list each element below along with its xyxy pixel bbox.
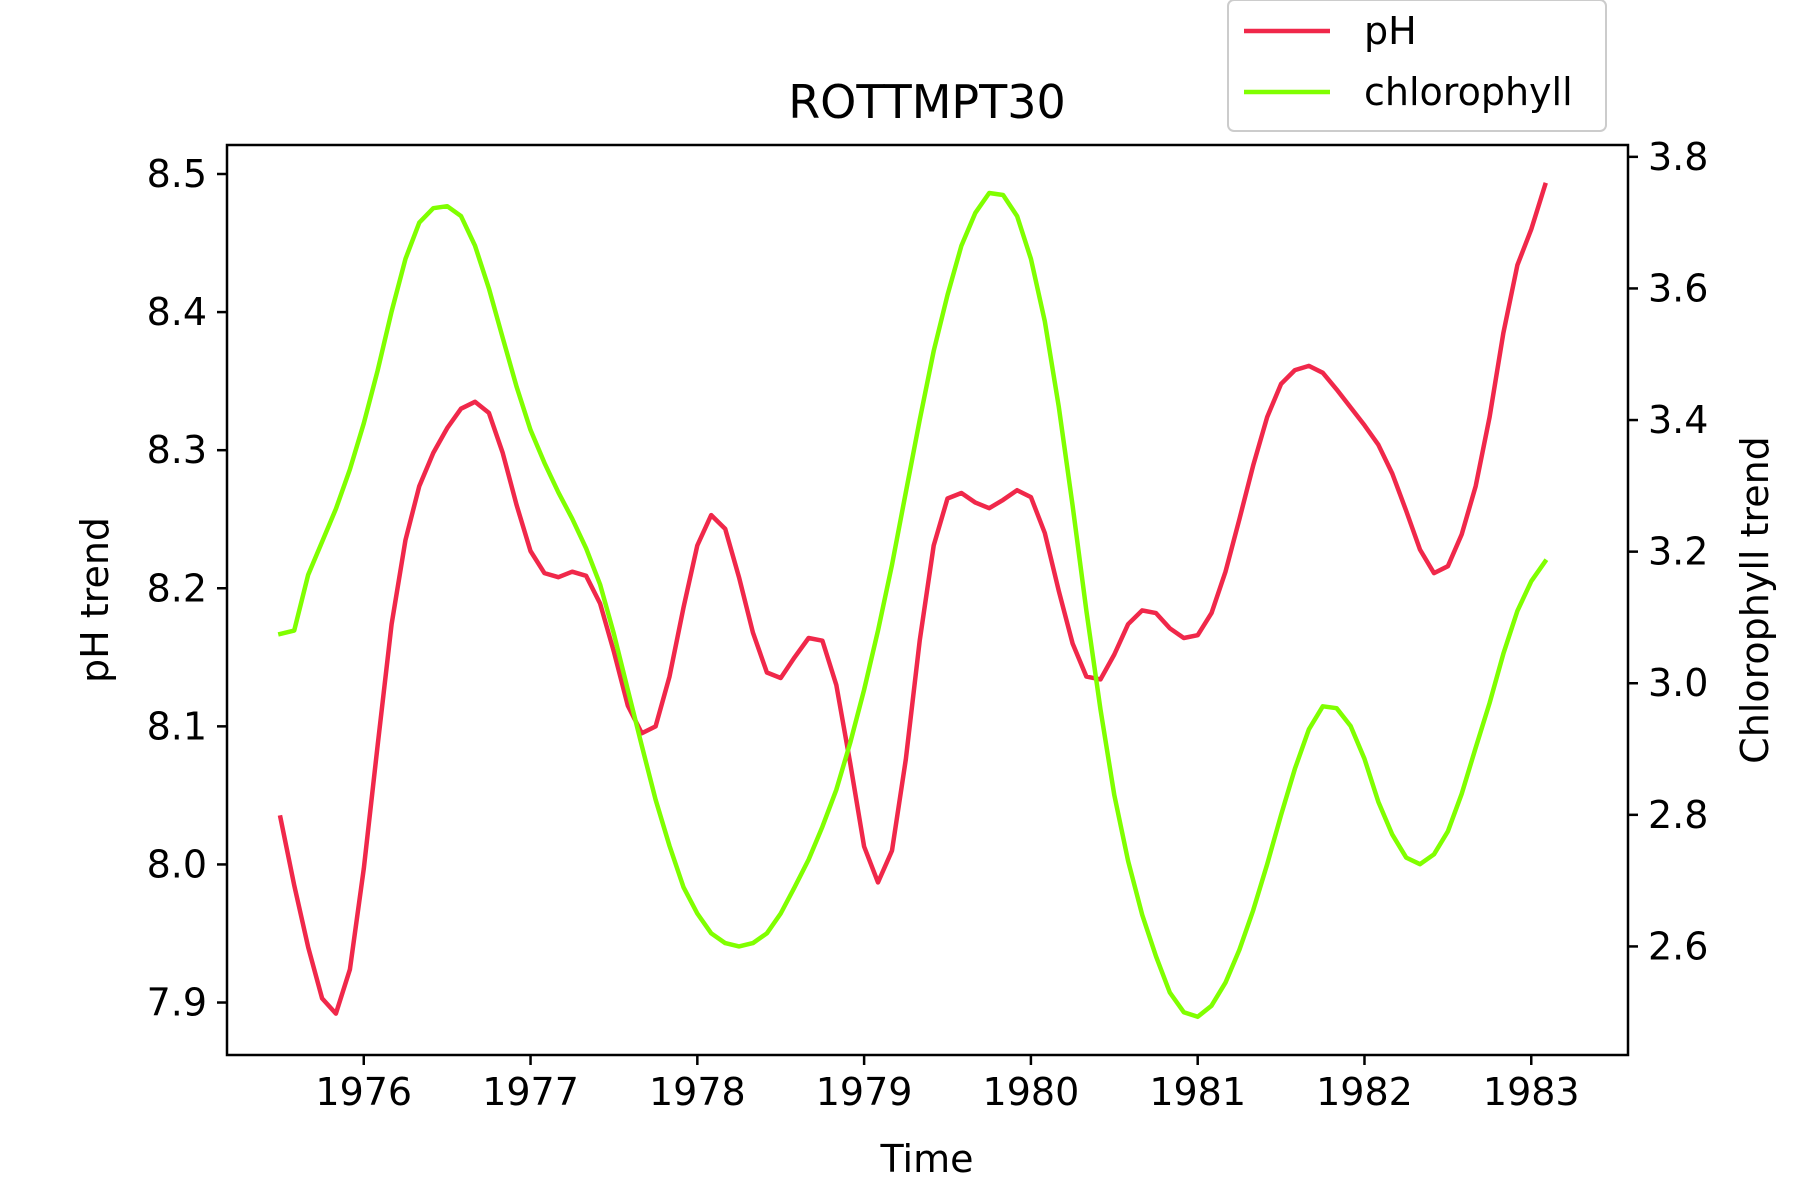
plot-frame xyxy=(225,143,1630,1057)
y-left-tick-label: 8.4 xyxy=(147,290,207,334)
y-axis-left-label: pH trend xyxy=(73,517,117,683)
x-axis-label: Time xyxy=(880,1137,974,1181)
y-right-tick-label: 2.6 xyxy=(1648,924,1708,968)
y-left-tick-label: 8.1 xyxy=(147,704,207,748)
y-right-tick-label: 3.2 xyxy=(1648,530,1708,574)
x-axis: 1976 1977 1978 1979 1980 1981 1982 1983 xyxy=(315,1055,1580,1114)
y-left-tick-label: 7.9 xyxy=(147,981,207,1025)
y-right-tick-label: 3.6 xyxy=(1648,266,1708,310)
y-right-tick-label: 2.8 xyxy=(1648,793,1708,837)
x-tick-label: 1976 xyxy=(315,1070,412,1114)
chart-title: ROTTMPT30 xyxy=(788,75,1066,129)
y-right-tick-label: 3.4 xyxy=(1648,398,1708,442)
y-axis-left: 7.9 8.0 8.1 8.2 8.3 8.4 8.5 xyxy=(147,152,227,1025)
legend: pH chlorophyll xyxy=(1227,0,1607,132)
y-right-tick-label: 3.0 xyxy=(1648,661,1708,705)
series-line-chlorophyll xyxy=(277,190,1549,1020)
y-left-tick-label: 8.2 xyxy=(147,566,207,610)
legend-label-chlorophyll: chlorophyll xyxy=(1364,70,1573,114)
x-tick-label: 1982 xyxy=(1316,1070,1413,1114)
x-tick-label: 1977 xyxy=(482,1070,579,1114)
y-left-tick-label: 8.5 xyxy=(147,152,207,196)
y-axis-right-label: Chlorophyll trend xyxy=(1733,436,1777,764)
y-axis-right: 2.6 2.8 3.0 3.2 3.4 3.6 3.8 xyxy=(1628,135,1708,968)
y-left-tick-label: 8.0 xyxy=(147,842,207,886)
x-tick-label: 1979 xyxy=(816,1070,913,1114)
plot-area xyxy=(277,182,1549,1020)
y-right-tick-label: 3.8 xyxy=(1648,135,1708,179)
x-tick-label: 1978 xyxy=(649,1070,746,1114)
x-tick-label: 1983 xyxy=(1483,1070,1580,1114)
legend-label-ph: pH xyxy=(1364,9,1417,53)
x-tick-label: 1980 xyxy=(983,1070,1080,1114)
series-line-ph xyxy=(277,182,1548,1016)
x-tick-label: 1981 xyxy=(1149,1070,1246,1114)
y-left-tick-label: 8.3 xyxy=(147,428,207,472)
